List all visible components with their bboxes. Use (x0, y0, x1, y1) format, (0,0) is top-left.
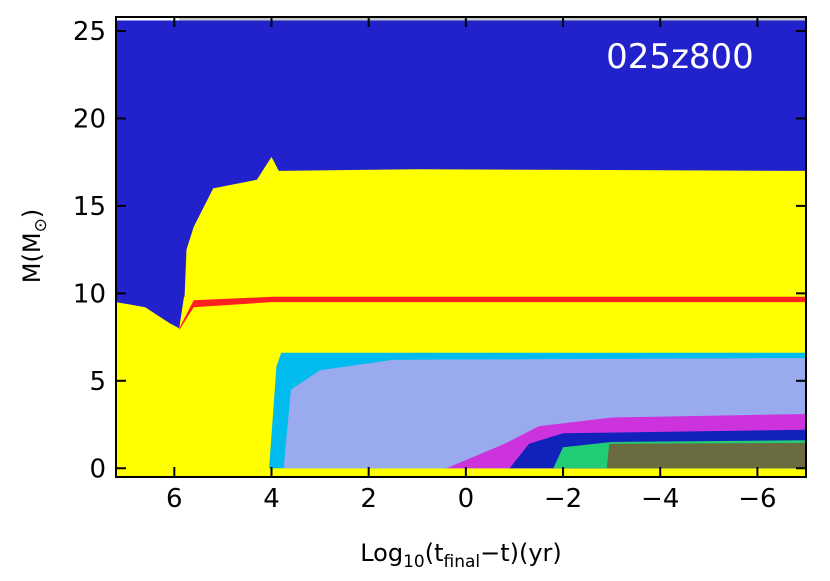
x-tick-label: −6 (738, 484, 776, 514)
y-axis-title: M(M⊙) (18, 209, 51, 283)
y-tick-label: 20 (73, 104, 106, 134)
x-axis-ticks: 6 4 2 0 −2 −4 −6 (166, 17, 777, 514)
y-tick-label: 15 (73, 192, 106, 222)
y-axis-ticks: 0 5 10 15 20 25 (73, 17, 806, 484)
y-tick-label: 5 (89, 367, 106, 397)
y-tick-label: 10 (73, 279, 106, 309)
x-tick-label: 2 (360, 484, 377, 514)
x-tick-label: −4 (641, 484, 679, 514)
x-axis-title: Log10(tfinal−t)(yr) (360, 539, 562, 572)
y-tick-label: 25 (73, 17, 106, 47)
x-tick-label: −2 (544, 484, 582, 514)
region-hydrogen-burning-shell (179, 296, 806, 331)
model-label: 025z800 (606, 37, 754, 77)
plot-regions (116, 17, 806, 477)
x-tick-label: 4 (263, 484, 280, 514)
region-iron-core (606, 442, 806, 469)
x-tick-label: 6 (166, 484, 183, 514)
y-tick-label: 0 (89, 454, 106, 484)
x-tick-label: 0 (458, 484, 475, 514)
region-outer-convective-zone (184, 156, 806, 311)
plot-frame (115, 16, 807, 478)
